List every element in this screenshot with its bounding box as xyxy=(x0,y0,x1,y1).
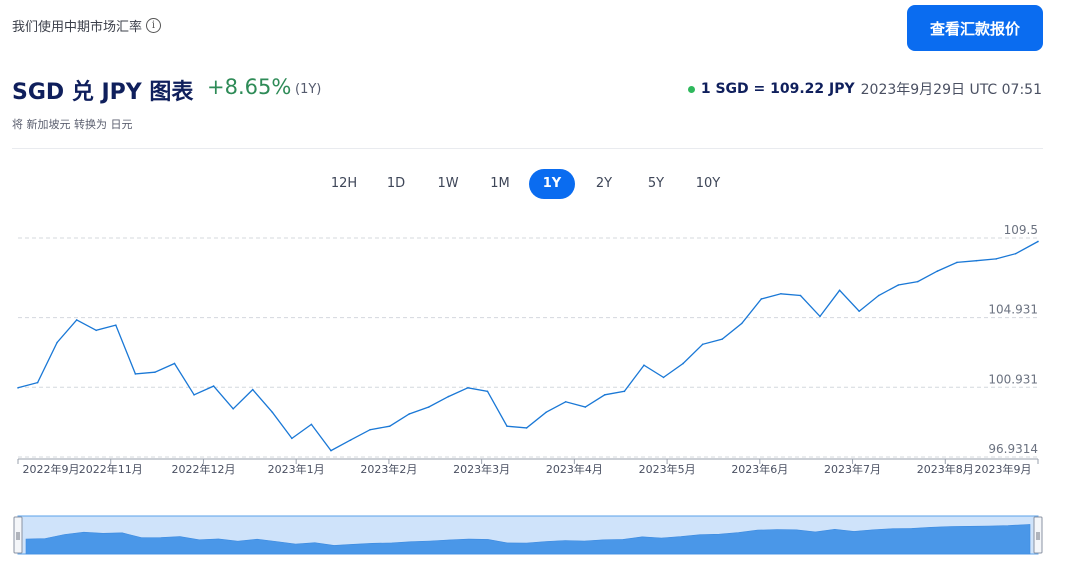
data-point xyxy=(780,292,782,295)
x-tick-label: 2022年12月 xyxy=(171,462,235,476)
data-point xyxy=(643,364,645,366)
data-point xyxy=(877,294,880,297)
range-tabs: 12H 1D 1W 1M 1Y 2Y 5Y 10Y xyxy=(318,169,734,199)
info-icon[interactable]: i xyxy=(146,18,162,33)
page-title: SGD 兑 JPY 图表 xyxy=(12,80,194,105)
x-tick-label: 2023年6月 xyxy=(731,462,788,476)
data-point xyxy=(701,343,704,346)
tab-1y[interactable]: 1Y xyxy=(529,169,575,199)
data-point xyxy=(858,310,860,312)
data-point xyxy=(662,376,665,379)
data-point xyxy=(838,289,841,292)
data-point xyxy=(721,338,724,340)
tab-2y[interactable]: 2Y xyxy=(595,176,613,191)
data-point xyxy=(134,373,137,375)
data-point xyxy=(115,324,117,326)
data-point xyxy=(56,341,58,344)
data-point xyxy=(232,407,234,410)
data-point xyxy=(212,385,215,387)
data-point xyxy=(623,390,626,393)
x-tick-label: 2023年5月 xyxy=(639,462,696,476)
data-point xyxy=(819,315,821,318)
data-point xyxy=(271,411,274,414)
data-point xyxy=(740,322,743,325)
data-point xyxy=(1037,240,1039,243)
y-tick-label: 104.931 xyxy=(988,303,1038,317)
navigator-handle-right[interactable] xyxy=(1033,516,1043,554)
data-point xyxy=(36,381,39,384)
x-tick-label: 2023年1月 xyxy=(268,462,325,476)
x-tick-label: 2022年9月 xyxy=(23,462,80,476)
tab-1m[interactable]: 1M xyxy=(490,176,510,191)
mid-market-rate-text: 我们使用中期市场汇率 xyxy=(12,20,143,35)
percent-change: +8.65% xyxy=(207,75,292,99)
data-point xyxy=(936,270,939,272)
data-point xyxy=(995,258,997,260)
data-point xyxy=(1014,252,1017,255)
data-point xyxy=(486,390,489,393)
y-tick-label: 100.931 xyxy=(988,372,1038,386)
data-point xyxy=(193,394,195,396)
data-point xyxy=(310,423,313,426)
tab-1w[interactable]: 1W xyxy=(437,176,459,191)
tab-5y[interactable]: 5Y xyxy=(647,176,665,191)
data-point xyxy=(95,329,98,332)
data-point xyxy=(408,413,411,415)
data-point xyxy=(467,387,469,389)
change-period: (1Y) xyxy=(295,82,322,97)
data-point xyxy=(564,400,567,403)
y-tick-label: 96.9314 xyxy=(988,442,1038,456)
x-tick-label: 2023年2月 xyxy=(360,462,417,476)
view-transfer-quote-button[interactable]: 查看汇款报价 xyxy=(907,5,1043,51)
data-point xyxy=(369,428,371,431)
tab-10y[interactable]: 10Y xyxy=(695,176,721,191)
data-point xyxy=(917,280,919,283)
live-status-dot xyxy=(687,85,695,93)
data-point xyxy=(682,362,684,365)
data-point xyxy=(349,439,352,441)
x-tick-label: 2023年3月 xyxy=(453,462,510,476)
data-point xyxy=(154,371,156,373)
data-point xyxy=(388,425,391,427)
navigator-handle-left[interactable] xyxy=(13,516,23,554)
data-point xyxy=(760,298,763,300)
tab-1d[interactable]: 1D xyxy=(386,176,406,191)
data-point xyxy=(251,388,254,391)
divider xyxy=(12,148,1043,149)
data-point xyxy=(330,449,332,452)
x-tick-label: 2023年9月 xyxy=(975,462,1032,476)
current-rate: 1 SGD = 109.22 JPY 2023年9月29日 UTC 07:51 xyxy=(687,79,1042,99)
data-point xyxy=(975,259,978,262)
rate-timestamp: 2023年9月29日 UTC 07:51 xyxy=(860,82,1042,98)
data-point xyxy=(291,437,293,440)
series-line xyxy=(17,240,1039,452)
tab-12h[interactable]: 12H xyxy=(330,176,358,191)
rate-value: 1 SGD = 109.22 JPY xyxy=(700,81,855,97)
mid-market-rate-note: 我们使用中期市场汇率 i xyxy=(12,16,162,35)
exchange-rate-chart[interactable]: 109.5 104.931 100.931 96.9314 2022年9月 2022年11… xyxy=(0,220,1080,485)
navigator-area xyxy=(25,524,1031,555)
data-point xyxy=(506,425,508,427)
data-point xyxy=(447,395,450,398)
x-tick-label: 2022年11月 xyxy=(79,462,143,476)
data-point xyxy=(604,394,606,396)
data-point xyxy=(75,319,78,321)
y-tick-label: 109.5 xyxy=(1004,223,1038,237)
data-point xyxy=(545,411,547,414)
data-point xyxy=(584,406,587,408)
data-point xyxy=(525,427,528,429)
x-tick-label: 2023年4月 xyxy=(546,462,603,476)
data-point xyxy=(897,284,900,286)
conversion-subtitle: 将 新加坡元 转换为 日元 xyxy=(12,118,133,131)
x-tick-label: 2023年7月 xyxy=(824,462,881,476)
x-tick-label: 2023年8月 xyxy=(917,462,974,476)
data-point xyxy=(427,406,430,408)
data-point xyxy=(173,362,176,365)
data-point xyxy=(956,261,958,264)
data-point xyxy=(799,294,802,297)
range-navigator[interactable] xyxy=(0,512,1080,557)
data-point xyxy=(17,387,19,389)
